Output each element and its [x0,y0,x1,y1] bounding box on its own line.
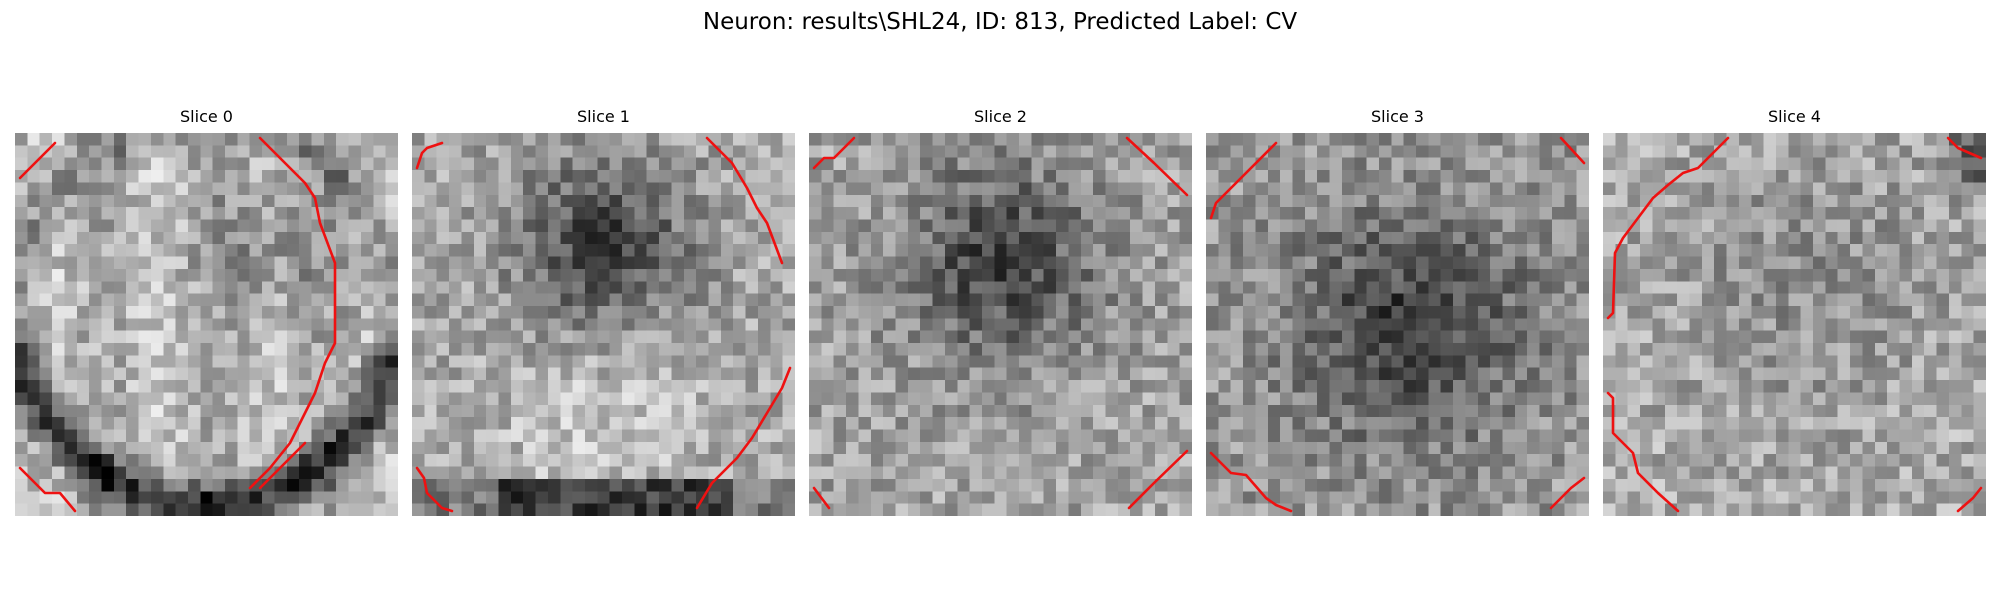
roi-contour-line [1606,391,1680,513]
roi-contour-line [1549,476,1586,510]
slice-image [412,133,795,516]
slice-title: Slice 1 [577,107,630,126]
roi-contour-line [18,141,57,180]
pixel-grid [412,133,795,516]
slice-title: Slice 3 [1371,107,1424,126]
roi-contour-line [695,366,792,510]
slice-title: Slice 0 [180,107,233,126]
roi-contour-line [248,136,337,490]
roi-contour-line [1946,136,1983,160]
slice-panel: Slice 4 [1603,106,1986,516]
roi-contour-line [1559,136,1586,165]
slice-image [809,133,1192,516]
roi-contour-line [415,466,454,513]
roi-contour-line [1125,136,1189,197]
pixel-grid [15,133,398,516]
roi-contour-line [1209,141,1278,220]
roi-contour-line [1209,451,1293,513]
slice-panel: Slice 2 [809,106,1192,516]
roi-contour-line [415,141,444,170]
slice-panel: Slice 1 [412,106,795,516]
roi-contour-line [1127,449,1189,510]
roi-contour-line [812,136,856,170]
slice-image [1206,133,1589,516]
pixel-grid [1206,133,1589,516]
pixel-grid [1603,133,1986,516]
roi-contour-line [1956,486,1983,513]
figure-title: Neuron: results\SHL24, ID: 813, Predicte… [702,9,1298,35]
roi-contour-line [812,486,831,510]
slice-image [1603,133,1986,516]
roi-contour-line [258,441,307,490]
roi-contour-line [18,466,77,513]
slice-image [15,133,398,516]
slice-title: Slice 4 [1768,107,1821,126]
roi-contour-line [705,136,784,265]
pixel-grid [809,133,1192,516]
slice-title: Slice 2 [974,107,1027,126]
slice-panel: Slice 3 [1206,106,1589,516]
roi-contour-line [1606,136,1730,320]
slice-panel: Slice 0 [15,106,398,516]
